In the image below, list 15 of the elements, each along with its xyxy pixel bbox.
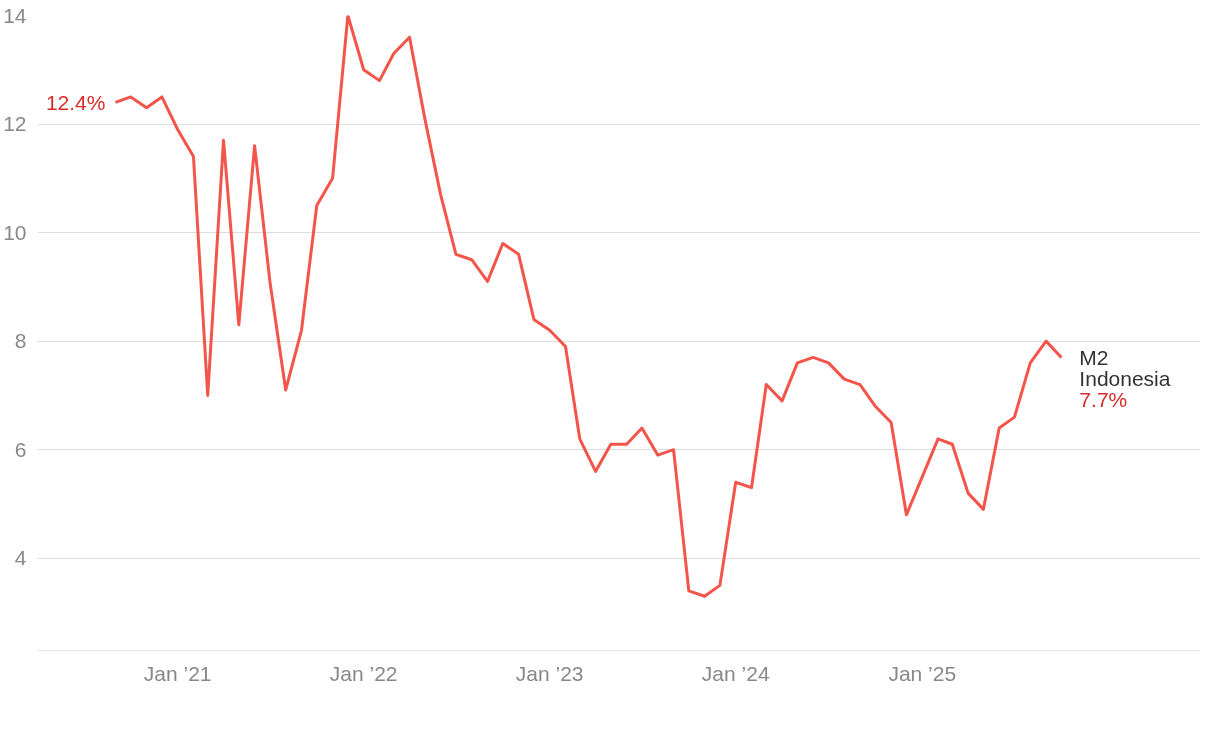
y-tick-label: 6 [14, 437, 27, 461]
x-tick-label: Jan ’22 [329, 661, 398, 685]
x-tick-label: Jan ’21 [143, 661, 212, 685]
y-tick-label: 4 [14, 546, 27, 570]
y-tick-label: 10 [3, 220, 27, 244]
y-tick-label: 12 [3, 112, 27, 136]
data-label: 12.4% [45, 90, 106, 114]
data-label: 7.7% [1079, 387, 1128, 411]
x-tick-label: Jan ’25 [888, 661, 957, 685]
x-tick-label: Jan ’24 [701, 661, 770, 685]
y-tick-label: 8 [14, 329, 27, 353]
series-label: M2 Indonesia [1079, 345, 1171, 390]
y-tick-label: 14 [3, 3, 27, 27]
line-series [113, 15, 1063, 598]
x-tick-label: Jan ’23 [515, 661, 584, 685]
